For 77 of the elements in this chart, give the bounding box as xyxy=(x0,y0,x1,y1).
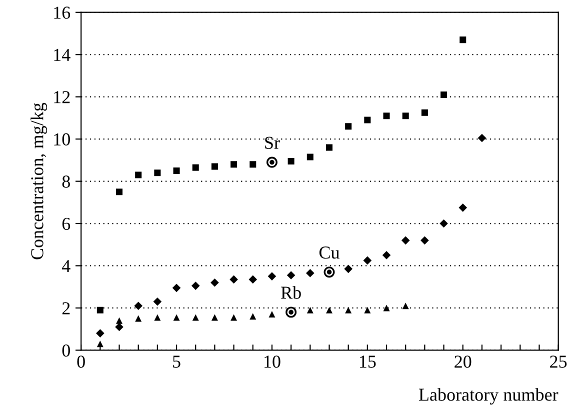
point xyxy=(96,340,104,348)
point xyxy=(173,167,180,174)
point xyxy=(173,314,180,321)
point xyxy=(306,154,314,160)
point xyxy=(478,134,486,142)
point xyxy=(154,170,161,176)
y-tick-label: 10 xyxy=(54,133,70,146)
point xyxy=(268,311,276,318)
point xyxy=(306,306,314,314)
y-tick-label: 4 xyxy=(62,260,70,272)
annotation: Cu xyxy=(319,246,340,259)
point xyxy=(134,302,143,310)
point xyxy=(401,236,410,245)
point xyxy=(383,304,390,312)
x-axis-title: Laboratory number xyxy=(418,388,558,405)
point xyxy=(460,36,466,44)
point xyxy=(191,282,200,290)
point xyxy=(402,302,409,310)
point xyxy=(288,158,294,164)
point xyxy=(364,306,371,314)
point xyxy=(421,109,428,116)
point xyxy=(211,163,218,170)
y-tick-label: 8 xyxy=(62,176,70,188)
point xyxy=(116,317,123,324)
x-tick-label: 15 xyxy=(360,356,376,368)
y-tick-label: 2 xyxy=(62,302,70,314)
point xyxy=(344,264,352,274)
x-tick-label: 20 xyxy=(454,356,472,368)
point xyxy=(326,306,332,314)
point xyxy=(306,268,314,278)
point xyxy=(383,112,390,120)
point xyxy=(135,315,142,322)
x-tick-label: 5 xyxy=(173,356,180,368)
point xyxy=(210,278,219,287)
point xyxy=(364,116,371,124)
point xyxy=(382,251,391,260)
point xyxy=(172,284,181,292)
y-axis-title: Concentration, mg/kg xyxy=(30,102,48,260)
point xyxy=(192,314,199,321)
point xyxy=(153,297,162,306)
point xyxy=(250,313,256,320)
y-tick-label: 16 xyxy=(54,6,70,19)
point xyxy=(248,275,258,284)
point xyxy=(345,123,352,130)
y-tick-label: 0 xyxy=(62,344,70,357)
point xyxy=(250,161,256,168)
x-tick-label: 0 xyxy=(77,356,85,368)
point xyxy=(192,164,199,171)
x-tick-label: 25 xyxy=(550,356,567,368)
annotation: Rb xyxy=(281,286,301,299)
point xyxy=(363,256,372,265)
point xyxy=(345,306,352,314)
y-tick-label: 12 xyxy=(54,91,70,104)
point xyxy=(440,91,448,98)
point xyxy=(154,314,161,321)
point xyxy=(230,275,238,284)
point xyxy=(230,161,238,168)
x-tick-label: 10 xyxy=(264,356,280,368)
y-tick-label: 6 xyxy=(62,218,70,230)
point xyxy=(326,144,332,151)
point xyxy=(230,314,238,321)
point xyxy=(458,204,468,212)
point xyxy=(96,306,104,314)
point xyxy=(420,236,429,245)
point xyxy=(211,314,218,321)
point xyxy=(96,329,104,338)
point xyxy=(286,306,297,318)
point xyxy=(286,271,296,280)
point xyxy=(440,219,448,228)
point xyxy=(135,172,142,178)
annotation: Sr xyxy=(265,136,280,149)
point xyxy=(402,112,409,120)
point xyxy=(324,266,335,278)
y-tick-label: 14 xyxy=(54,48,70,61)
point xyxy=(268,272,276,280)
point xyxy=(266,156,278,168)
point xyxy=(116,188,123,196)
